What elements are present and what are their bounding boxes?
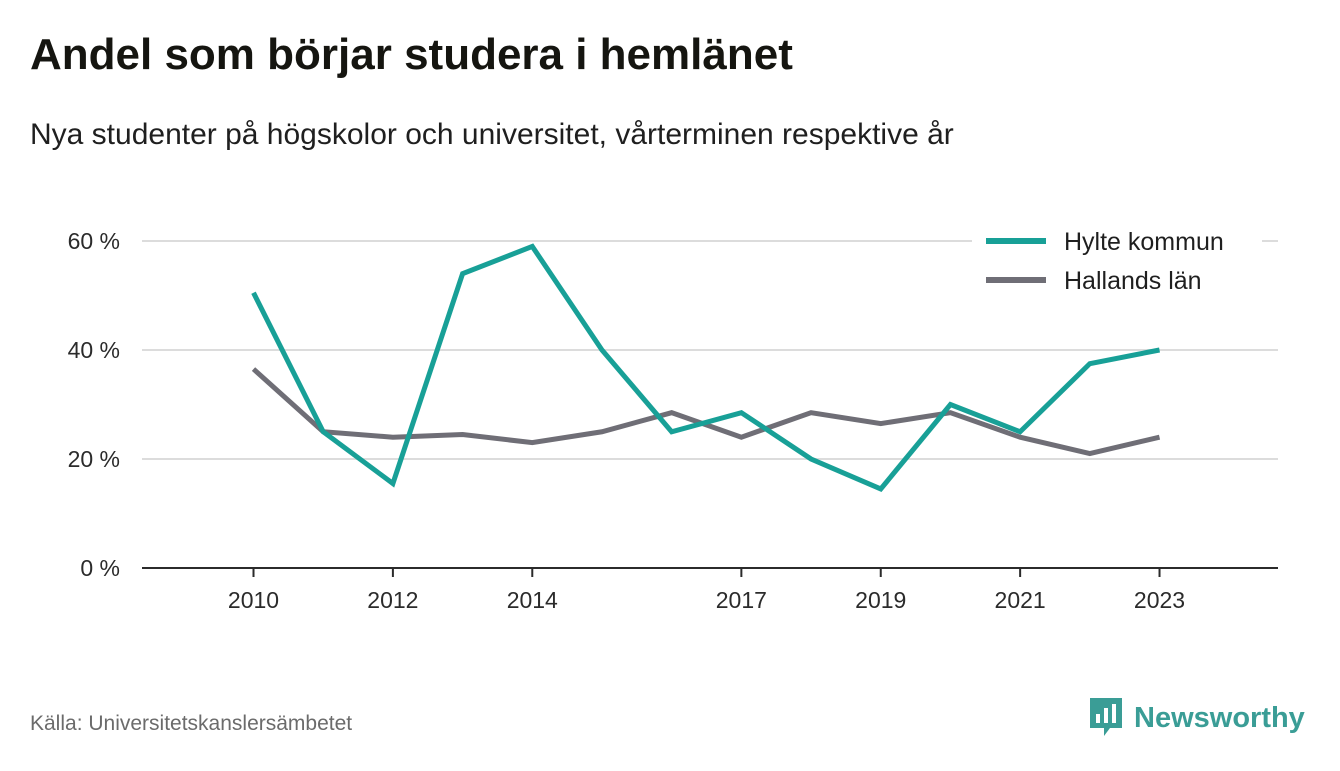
x-tick-label: 2014 <box>507 587 558 613</box>
y-tick-label: 40 % <box>68 337 120 363</box>
y-tick-label: 20 % <box>68 446 120 472</box>
series-line-hylte-kommun <box>251 243 1161 493</box>
brand-name: Newsworthy <box>1134 701 1305 734</box>
y-tick-label: 60 % <box>68 228 120 254</box>
x-tick-label: 2010 <box>228 587 279 613</box>
line-chart: 0 % 20 % 40 % 60 % 2010 2012 2014 2017 2019 2021 2… <box>67 222 1278 613</box>
y-tick-label: 0 % <box>80 555 120 581</box>
brand-logo-block[interactable]: Newsworthy <box>1088 696 1305 740</box>
legend: Hylte kommun Hallands län <box>972 222 1262 310</box>
newsworthy-logo-icon <box>1090 698 1122 736</box>
legend-background <box>972 222 1262 310</box>
source-note: Källa: Universitetskanslersämbetet <box>30 712 353 735</box>
axis-layer: 0 % 20 % 40 % 60 % 2010 2012 2014 2017 2019 2021 2… <box>68 228 1278 613</box>
chart-subtitle: Nya studenter på högskolor och universit… <box>30 118 954 151</box>
x-tick-label: 2019 <box>855 587 906 613</box>
x-tick-label: 2012 <box>367 587 418 613</box>
legend-label: Hylte kommun <box>1064 228 1224 256</box>
series-line-hallands-län <box>251 367 1161 457</box>
legend-label: Hallands län <box>1064 267 1202 295</box>
x-tick-label: 2017 <box>716 587 767 613</box>
x-tick-label: 2021 <box>995 587 1046 613</box>
series-layer <box>251 243 1161 493</box>
x-tick-label: 2023 <box>1134 587 1185 613</box>
chart-title: Andel som börjar studera i hemlänet <box>30 30 793 79</box>
